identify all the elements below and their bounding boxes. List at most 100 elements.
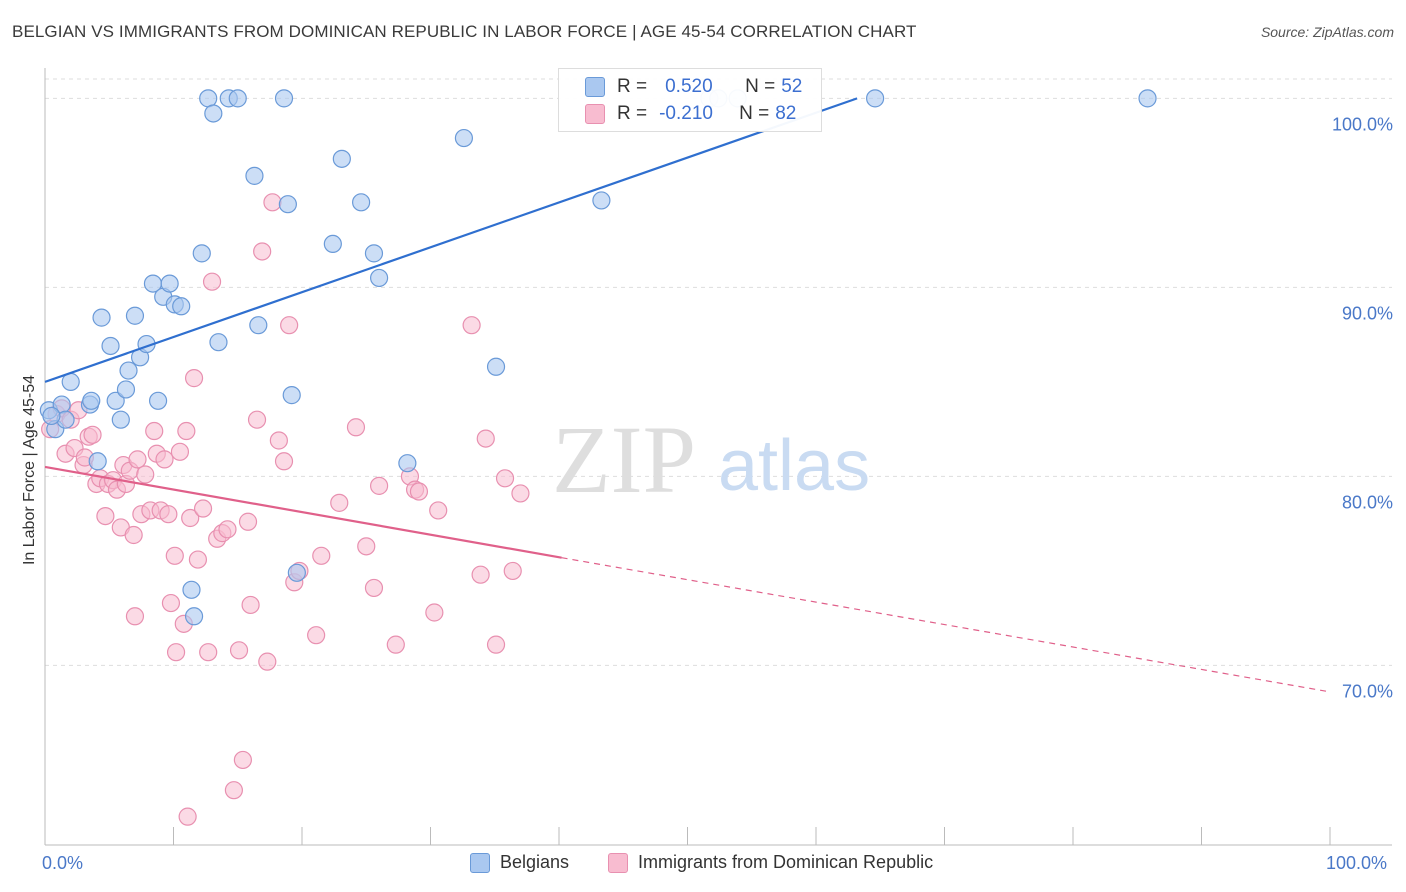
data-point-dominican (258, 652, 277, 671)
data-point-belgians (249, 316, 268, 335)
data-point-dominican (370, 476, 389, 495)
data-point-dominican (312, 546, 331, 565)
data-point-dominican (409, 482, 429, 501)
data-point-belgians (119, 361, 138, 380)
trendline-dominican-extrapolated (561, 557, 1331, 693)
data-point-belgians (88, 452, 107, 471)
data-point-dominican (471, 565, 490, 584)
data-point-dominican (165, 546, 184, 565)
data-point-dominican (193, 499, 213, 518)
data-point-dominican (199, 643, 218, 662)
data-point-belgians (282, 386, 301, 405)
watermark-atlas: atlas (718, 426, 870, 506)
axes (44, 68, 1392, 846)
stats-row-dominican: R = -0.210 N = 82 (559, 100, 796, 128)
data-point-belgians (228, 89, 247, 108)
legend-label-dominican: Immigrants from Dominican Republic (638, 852, 934, 872)
data-point-dominican (253, 242, 272, 261)
stats-n-value: 52 (781, 76, 803, 97)
data-point-dominican (181, 508, 200, 528)
data-point-dominican (486, 635, 506, 654)
stats-legend-box: R = 0.520 N = 52 R = -0.210 N = 82 (558, 68, 822, 132)
data-point-belgians (106, 391, 125, 410)
legend-label-belgians: Belgians (500, 852, 570, 872)
watermark: ZIP atlas (552, 406, 870, 513)
data-point-belgians (148, 391, 168, 410)
data-point-dominican (425, 603, 444, 622)
data-point-belgians (278, 195, 297, 214)
legend-item-belgians[interactable]: Belgians (470, 852, 569, 873)
data-point-belgians (111, 410, 130, 429)
data-point-dominican (263, 193, 282, 212)
data-point-belgians (92, 308, 111, 327)
data-point-belgians (172, 297, 191, 316)
data-point-dominican (218, 520, 237, 539)
data-point-dominican (511, 484, 530, 503)
data-point-dominican (269, 431, 288, 450)
x-tick-min: 0.0% (42, 853, 84, 873)
data-point-belgians (486, 357, 506, 376)
data-point-dominican (238, 512, 258, 531)
data-point-dominican (280, 316, 299, 335)
data-point-belgians (352, 193, 371, 212)
data-point-dominican (476, 429, 495, 448)
data-point-belgians (42, 406, 61, 426)
source-label: Source: ZipAtlas.com (1260, 24, 1394, 40)
trendline-belgians (44, 97, 858, 383)
stats-r-label: R = (617, 76, 648, 97)
data-point-dominican (233, 750, 252, 770)
legend-item-dominican[interactable]: Immigrants from Dominican Republic (608, 852, 933, 873)
data-point-belgians (209, 333, 228, 352)
y-tick-label: 90.0% (1342, 303, 1393, 323)
legend-swatch-pink (608, 852, 628, 873)
trendlines (44, 97, 1331, 693)
data-point-dominican (429, 501, 448, 520)
data-point-belgians (125, 306, 145, 325)
data-point-dominican (136, 465, 155, 484)
data-point-belgians (332, 149, 351, 168)
x-tick-max: 100.0% (1326, 853, 1388, 873)
watermark-zip: ZIP (552, 406, 696, 513)
stats-n-label: N = (739, 103, 770, 124)
data-point-dominican (357, 537, 376, 556)
data-point-belgians (192, 244, 211, 263)
data-point-dominican (125, 607, 145, 626)
data-point-dominican (188, 550, 208, 569)
y-tick-label: 70.0% (1342, 681, 1393, 701)
data-point-dominican (503, 561, 522, 581)
data-point-dominican (364, 578, 384, 598)
data-point-belgians (199, 89, 218, 108)
stats-r-label: R = (617, 103, 648, 124)
data-point-dominican (83, 425, 102, 444)
data-point-dominican (159, 505, 178, 524)
data-point-dominican (155, 450, 174, 469)
data-point-dominican (495, 469, 515, 488)
series-belgians-points (39, 89, 1157, 626)
data-point-dominican (128, 450, 147, 469)
data-point-dominican (346, 418, 366, 437)
legend-swatch-blue (470, 852, 490, 873)
data-point-belgians (364, 244, 384, 263)
data-point-belgians (184, 607, 204, 626)
data-point-belgians (160, 274, 179, 293)
gridlines (45, 78, 1392, 666)
chart-title: BELGIAN VS IMMIGRANTS FROM DOMINICAN REP… (12, 22, 917, 41)
data-point-dominican (161, 593, 181, 613)
y-tick-label: 100.0% (1332, 114, 1393, 134)
data-point-belgians (323, 234, 342, 254)
stats-n-label: N = (745, 76, 776, 97)
data-point-belgians (592, 191, 611, 210)
data-point-belgians (398, 454, 417, 473)
data-point-dominican (124, 525, 143, 545)
data-point-dominican (224, 781, 243, 800)
stats-r-value: 0.520 (665, 76, 713, 97)
data-point-dominican (145, 421, 164, 441)
data-point-dominican (178, 807, 197, 826)
data-point-dominican (177, 421, 196, 441)
stats-swatch-pink (585, 104, 605, 124)
y-tick-labels: 70.0% 80.0% 90.0% 100.0% (1332, 114, 1393, 701)
data-point-dominican (166, 643, 186, 662)
data-point-dominican (274, 452, 294, 471)
data-point-belgians (274, 89, 294, 108)
data-point-belgians (866, 89, 885, 108)
